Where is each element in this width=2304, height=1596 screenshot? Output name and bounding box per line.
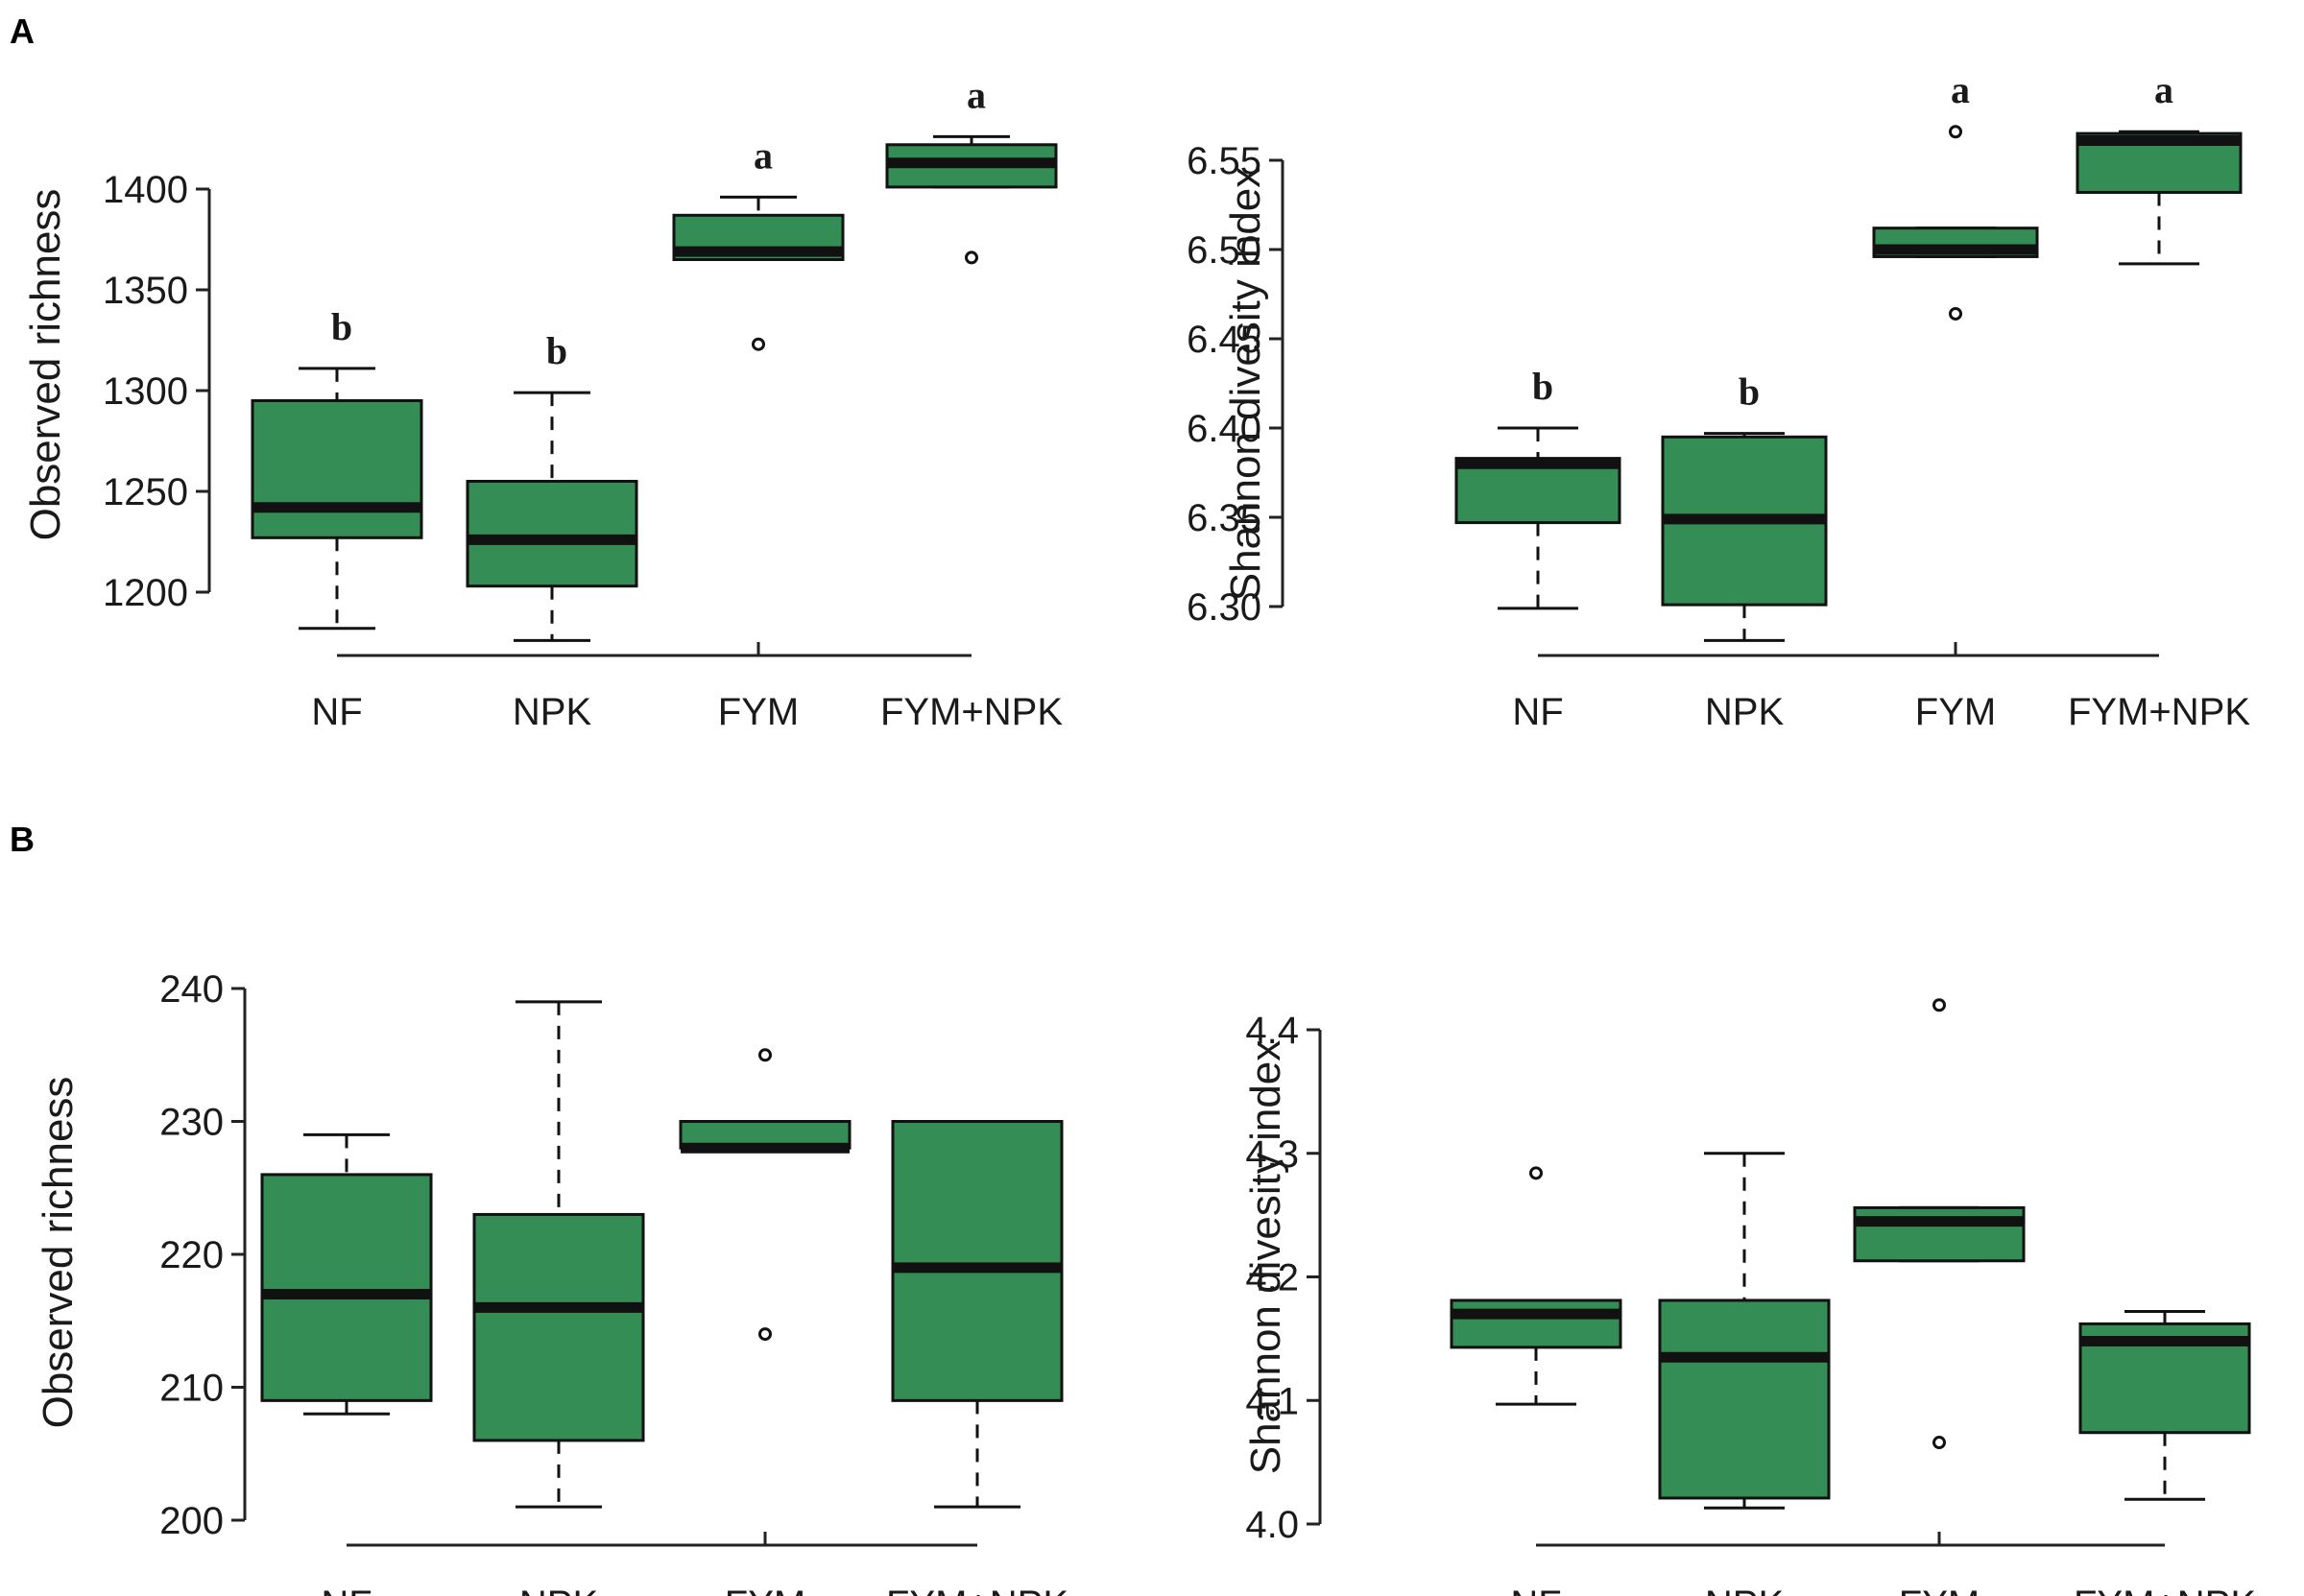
box-iqr <box>1450 1298 1622 1349</box>
outlier-point <box>1932 1436 1946 1450</box>
outlier-point <box>1949 306 1962 321</box>
plot-a-observed-richness: 1200 1250 1300 1350 1400 Observed richness b NF… <box>22 73 1063 733</box>
box-npk <box>472 1000 645 1509</box>
x-tick-label-fym-plus-npk: FYM+NPK <box>2074 1584 2256 1596</box>
y-tick-label: 1350 <box>103 270 188 312</box>
x-tick-label-nf: NF <box>1510 1584 1561 1596</box>
y-tick-label: 4.2 <box>1245 1257 1299 1299</box>
box-iqr <box>1853 1205 2026 1263</box>
y-tick-label: 1400 <box>103 169 188 211</box>
x-tick-label-fym-plus-npk: FYM+NPK <box>2068 691 2250 733</box>
x-tick-label-npk: NPK <box>1705 1584 1785 1596</box>
box-fym-plus-npk: a <box>885 73 1058 265</box>
plot-b-observed-richness: 200 210 220 230 240 Observed richness NF NPK FYM… <box>35 968 1068 1596</box>
box-fym: a <box>672 133 845 351</box>
significance-letter: a <box>2154 68 2173 111</box>
y-tick-label: 4.3 <box>1245 1133 1299 1176</box>
y-tick-label: 6.30 <box>1187 586 1261 629</box>
x-tick-label-fym: FYM <box>1915 691 1996 733</box>
x-tick-label-nf: NF <box>321 1584 372 1596</box>
box-npk: b <box>1661 370 1828 642</box>
y-tick-label: 210 <box>159 1368 224 1410</box>
box-nf: b <box>1454 365 1621 610</box>
x-tick-label-nf: NF <box>1512 691 1563 733</box>
y-axis-title: Shannon divesity index <box>1242 1040 1289 1475</box>
x-tick-label-npk: NPK <box>1705 691 1785 733</box>
y-axis-title: Observed richness <box>22 189 69 541</box>
y-tick-label: 1250 <box>103 471 188 513</box>
box-npk: b <box>466 329 638 642</box>
x-tick-label-fym-plus-npk: FYM+NPK <box>886 1584 1068 1596</box>
y-tick-label: 1200 <box>103 572 188 614</box>
x-tick-label-fym: FYM <box>1899 1584 1980 1596</box>
significance-letter: b <box>1739 370 1760 414</box>
box-iqr <box>891 1120 1064 1402</box>
y-tick-label: 6.35 <box>1187 497 1261 539</box>
x-tick-label-fym: FYM <box>725 1584 805 1596</box>
panel-label-b: B <box>10 820 35 859</box>
box-iqr <box>466 480 638 588</box>
x-tick-label-nf: NF <box>311 691 362 733</box>
x-tick-label-npk: NPK <box>513 691 592 733</box>
outlier-point <box>1949 125 1962 139</box>
box-npk <box>1658 1152 1831 1510</box>
y-tick-label: 4.1 <box>1245 1380 1299 1422</box>
box-iqr <box>251 399 423 539</box>
box-nf <box>1450 1166 1622 1406</box>
significance-letter: b <box>331 305 352 348</box>
outlier-point <box>965 250 978 265</box>
box-iqr <box>1658 1298 1831 1500</box>
significance-letter: a <box>967 73 986 116</box>
box-fym <box>679 1048 852 1342</box>
x-tick-label-npk: NPK <box>519 1584 599 1596</box>
outlier-point <box>1529 1166 1543 1180</box>
box-iqr <box>260 1173 433 1402</box>
box-fym <box>1853 998 2026 1450</box>
y-tick-label: 230 <box>159 1102 224 1144</box>
box-fym-plus-npk: a <box>2076 68 2243 266</box>
y-tick-label: 6.55 <box>1187 140 1261 182</box>
box-iqr <box>472 1212 645 1442</box>
significance-letter: b <box>546 329 567 372</box>
panel-label-a: A <box>10 12 35 51</box>
y-tick-label: 4.0 <box>1245 1504 1299 1546</box>
outlier-point <box>1932 998 1946 1012</box>
outlier-point <box>758 1327 772 1342</box>
significance-letter: b <box>1532 365 1553 408</box>
y-axis-title: Observed richness <box>35 1077 82 1429</box>
y-tick-label: 220 <box>159 1234 224 1276</box>
box-fym-plus-npk <box>891 1120 1064 1509</box>
significance-letter: a <box>754 133 773 177</box>
box-fym: a <box>1872 68 2039 321</box>
significance-letter: a <box>1951 68 1970 111</box>
y-tick-label: 240 <box>159 968 224 1011</box>
box-iqr <box>1454 457 1621 525</box>
y-axis-title: Shannon divesity index <box>1222 167 1269 602</box>
y-tick-label: 4.4 <box>1245 1010 1299 1052</box>
x-tick-label-fym: FYM <box>718 691 799 733</box>
box-nf <box>260 1132 433 1416</box>
y-tick-label: 6.40 <box>1187 408 1261 450</box>
y-tick-label: 200 <box>159 1500 224 1542</box>
outlier-point <box>752 337 765 351</box>
outlier-point <box>758 1048 772 1062</box>
y-tick-label: 6.45 <box>1187 319 1261 361</box>
x-tick-label-fym-plus-npk: FYM+NPK <box>880 691 1063 733</box>
box-nf: b <box>251 305 423 631</box>
box-fym-plus-npk <box>2078 1310 2251 1501</box>
y-tick-label: 1300 <box>103 370 188 413</box>
y-tick-label: 6.50 <box>1187 229 1261 272</box>
